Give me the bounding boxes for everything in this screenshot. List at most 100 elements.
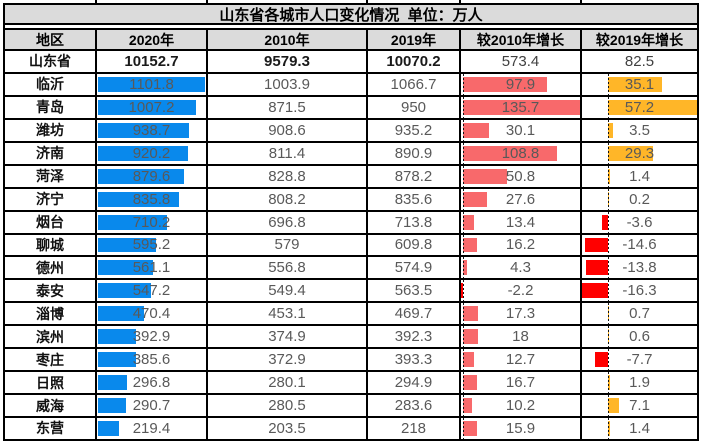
cell-growth-2010[interactable]: 30.1 <box>461 119 582 141</box>
cell-2019[interactable]: 609.8 <box>368 234 461 256</box>
cell-growth-2019[interactable]: -3.6 <box>582 211 697 233</box>
cell-2020[interactable]: 1007.2 <box>97 96 208 118</box>
cell-2020[interactable]: 392.9 <box>97 326 208 348</box>
cell-growth-2019[interactable]: 0.6 <box>582 326 697 348</box>
header-2020[interactable]: 2020年 <box>97 30 208 49</box>
cell-growth-2019[interactable]: 1.4 <box>582 165 697 187</box>
cell-growth-2019[interactable]: -14.6 <box>582 234 697 256</box>
cell-2010[interactable]: 280.1 <box>208 372 368 394</box>
cell-2019[interactable]: 935.2 <box>368 119 461 141</box>
cell-region[interactable]: 淄博 <box>5 303 97 325</box>
cell-growth-2010[interactable]: 15.9 <box>461 418 582 439</box>
cell-2019[interactable]: 10070.2 <box>368 51 461 72</box>
cell-2010[interactable]: 280.5 <box>208 395 368 416</box>
cell-region[interactable]: 潍坊 <box>5 119 97 141</box>
cell-2010[interactable]: 9579.3 <box>208 51 368 72</box>
cell-growth-2010[interactable]: 573.4 <box>461 51 582 72</box>
cell-2020[interactable]: 296.8 <box>97 372 208 394</box>
cell-growth-2010[interactable]: 18 <box>461 326 582 348</box>
cell-2020[interactable]: 938.7 <box>97 119 208 141</box>
header-growth-2019[interactable]: 较2019年增长 <box>582 30 697 49</box>
cell-growth-2010[interactable]: 50.8 <box>461 165 582 187</box>
cell-2020[interactable]: 10152.7 <box>97 51 208 72</box>
cell-2019[interactable]: 574.9 <box>368 257 461 279</box>
cell-2019[interactable]: 890.9 <box>368 142 461 164</box>
cell-2010[interactable]: 808.2 <box>208 188 368 210</box>
cell-growth-2010[interactable]: 97.9 <box>461 73 582 95</box>
cell-region[interactable]: 东营 <box>5 418 97 439</box>
cell-2019[interactable]: 878.2 <box>368 165 461 187</box>
cell-2020[interactable]: 879.6 <box>97 165 208 187</box>
cell-2019[interactable]: 563.5 <box>368 280 461 302</box>
cell-region[interactable]: 德州 <box>5 257 97 279</box>
cell-2010[interactable]: 871.5 <box>208 96 368 118</box>
cell-growth-2010[interactable]: 10.2 <box>461 395 582 416</box>
cell-region[interactable]: 聊城 <box>5 234 97 256</box>
cell-region[interactable]: 青岛 <box>5 96 97 118</box>
cell-growth-2010[interactable]: 13.4 <box>461 211 582 233</box>
cell-2010[interactable]: 811.4 <box>208 142 368 164</box>
cell-growth-2010[interactable]: 108.8 <box>461 142 582 164</box>
header-growth-2010[interactable]: 较2010年增长 <box>461 30 582 49</box>
cell-2020[interactable]: 385.6 <box>97 349 208 371</box>
header-2019[interactable]: 2019年 <box>368 30 461 49</box>
cell-growth-2019[interactable]: -7.7 <box>582 349 697 371</box>
cell-growth-2019[interactable]: -13.8 <box>582 257 697 279</box>
cell-2019[interactable]: 218 <box>368 418 461 439</box>
cell-2020[interactable]: 710.2 <box>97 211 208 233</box>
cell-2010[interactable]: 372.9 <box>208 349 368 371</box>
cell-region[interactable]: 山东省 <box>5 51 97 72</box>
cell-growth-2010[interactable]: -2.2 <box>461 280 582 302</box>
cell-2010[interactable]: 203.5 <box>208 418 368 439</box>
cell-growth-2019[interactable]: -16.3 <box>582 280 697 302</box>
cell-2019[interactable]: 713.8 <box>368 211 461 233</box>
cell-region[interactable]: 烟台 <box>5 211 97 233</box>
cell-2010[interactable]: 453.1 <box>208 303 368 325</box>
cell-2020[interactable]: 547.2 <box>97 280 208 302</box>
cell-2019[interactable]: 294.9 <box>368 372 461 394</box>
cell-region[interactable]: 日照 <box>5 372 97 394</box>
cell-region[interactable]: 济宁 <box>5 188 97 210</box>
cell-2020[interactable]: 595.2 <box>97 234 208 256</box>
cell-growth-2010[interactable]: 4.3 <box>461 257 582 279</box>
cell-2019[interactable]: 950 <box>368 96 461 118</box>
cell-region[interactable]: 威海 <box>5 395 97 416</box>
cell-region[interactable]: 济南 <box>5 142 97 164</box>
cell-2010[interactable]: 828.8 <box>208 165 368 187</box>
cell-2010[interactable]: 556.8 <box>208 257 368 279</box>
cell-growth-2019[interactable]: 0.2 <box>582 188 697 210</box>
cell-2020[interactable]: 470.4 <box>97 303 208 325</box>
cell-2010[interactable]: 549.4 <box>208 280 368 302</box>
header-2010[interactable]: 2010年 <box>208 30 368 49</box>
cell-growth-2019[interactable]: 1.9 <box>582 372 697 394</box>
cell-2019[interactable]: 469.7 <box>368 303 461 325</box>
header-region[interactable]: 地区 <box>5 30 97 49</box>
cell-growth-2019[interactable]: 82.5 <box>582 51 697 72</box>
cell-2020[interactable]: 219.4 <box>97 418 208 439</box>
cell-growth-2019[interactable]: 57.2 <box>582 96 697 118</box>
cell-2019[interactable]: 283.6 <box>368 395 461 416</box>
cell-2020[interactable]: 561.1 <box>97 257 208 279</box>
cell-growth-2010[interactable]: 135.7 <box>461 96 582 118</box>
cell-2019[interactable]: 393.3 <box>368 349 461 371</box>
cell-growth-2019[interactable]: 7.1 <box>582 395 697 416</box>
cell-growth-2019[interactable]: 0.7 <box>582 303 697 325</box>
cell-2020[interactable]: 920.2 <box>97 142 208 164</box>
cell-growth-2010[interactable]: 16.7 <box>461 372 582 394</box>
cell-2010[interactable]: 908.6 <box>208 119 368 141</box>
cell-growth-2010[interactable]: 27.6 <box>461 188 582 210</box>
cell-growth-2010[interactable]: 16.2 <box>461 234 582 256</box>
cell-growth-2019[interactable]: 3.5 <box>582 119 697 141</box>
cell-2010[interactable]: 696.8 <box>208 211 368 233</box>
cell-2010[interactable]: 1003.9 <box>208 73 368 95</box>
cell-2010[interactable]: 374.9 <box>208 326 368 348</box>
cell-region[interactable]: 临沂 <box>5 73 97 95</box>
cell-2020[interactable]: 1101.8 <box>97 73 208 95</box>
cell-growth-2010[interactable]: 17.3 <box>461 303 582 325</box>
cell-growth-2010[interactable]: 12.7 <box>461 349 582 371</box>
cell-region[interactable]: 泰安 <box>5 280 97 302</box>
cell-2019[interactable]: 392.3 <box>368 326 461 348</box>
cell-region[interactable]: 枣庄 <box>5 349 97 371</box>
cell-region[interactable]: 滨州 <box>5 326 97 348</box>
cell-growth-2019[interactable]: 1.4 <box>582 418 697 439</box>
